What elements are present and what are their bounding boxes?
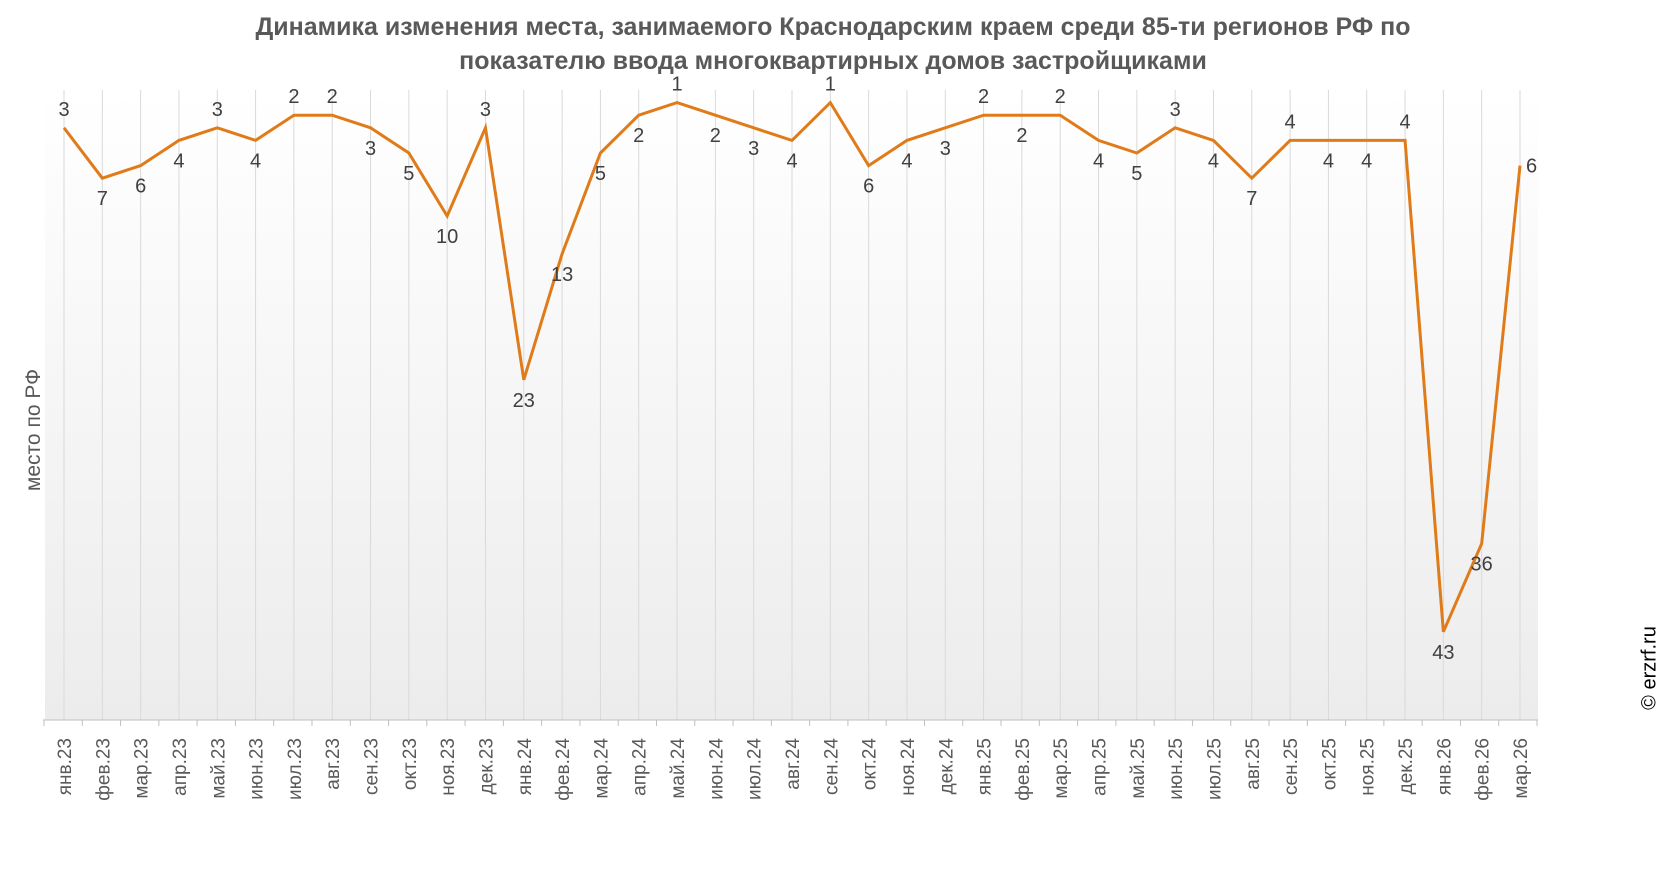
- x-tick-label: дек.25: [1396, 738, 1417, 794]
- data-label: 2: [710, 125, 721, 147]
- data-label: 2: [1055, 86, 1066, 108]
- data-label: 4: [901, 150, 912, 172]
- series-line-group: [62, 100, 1522, 633]
- data-label: 4: [173, 150, 184, 172]
- x-tick-label: июл.25: [1204, 738, 1225, 800]
- x-tick-label: янв.23: [55, 738, 76, 795]
- x-tick-label: окт.24: [860, 738, 881, 791]
- data-label: 5: [403, 163, 414, 185]
- x-tick-label: ноя.23: [438, 738, 459, 796]
- x-tick-label: авг.23: [323, 738, 344, 790]
- data-label: 5: [1131, 163, 1142, 185]
- x-tick-label: ноя.25: [1358, 738, 1379, 796]
- data-label: 3: [748, 138, 759, 160]
- x-tick-label: фев.26: [1473, 738, 1494, 801]
- x-tick-label: ноя.24: [898, 738, 919, 796]
- data-label: 4: [1399, 111, 1410, 133]
- data-label: 4: [1093, 150, 1104, 172]
- x-tick-label: янв.25: [975, 738, 996, 795]
- x-tick-label: мар.24: [591, 738, 612, 799]
- data-label: 7: [1246, 188, 1257, 210]
- data-label: 3: [212, 99, 223, 121]
- x-tick-label: мар.23: [132, 738, 153, 799]
- x-tick-label: фев.25: [1013, 738, 1034, 801]
- x-tick-label: апр.23: [170, 738, 191, 796]
- x-tick-label: мар.25: [1051, 738, 1072, 799]
- x-tick-label: июн.25: [1166, 738, 1187, 800]
- data-label: 3: [940, 138, 951, 160]
- data-label: 2: [288, 86, 299, 108]
- x-tick-label: сен.25: [1281, 738, 1302, 795]
- chart-title: Динамика изменения места, занимаемого Кр…: [0, 10, 1666, 78]
- x-tick-label: окт.23: [400, 738, 421, 790]
- x-tick-label: янв.24: [515, 738, 536, 796]
- x-tick-label: июл.24: [745, 738, 766, 800]
- data-label: 36: [1471, 554, 1493, 576]
- x-tick-label: авг.24: [783, 738, 804, 790]
- data-label: 5: [595, 163, 606, 185]
- data-label: 4: [1361, 150, 1372, 172]
- x-tick-label: май.23: [208, 738, 229, 799]
- x-tick-label: апр.25: [1090, 738, 1111, 796]
- data-label: 3: [480, 99, 491, 121]
- x-tick-label: дек.24: [936, 738, 957, 795]
- x-tick-label: авг.25: [1243, 738, 1264, 790]
- data-label: 7: [97, 188, 108, 210]
- x-tick-label: июн.24: [706, 738, 727, 800]
- grid-lines: [63, 90, 1521, 720]
- data-label: 6: [1526, 156, 1537, 178]
- data-label: 3: [1170, 99, 1181, 121]
- data-label: 4: [1323, 150, 1334, 172]
- x-tick-label: мар.26: [1511, 738, 1532, 799]
- x-tick-labels: янв.23 фев.23 мар.23 апр.23 май.23 июн.23 июл.…: [55, 738, 1532, 801]
- x-tick-label: апр.24: [630, 738, 651, 796]
- x-tick-label: окт.25: [1319, 738, 1340, 790]
- data-label: 1: [671, 74, 682, 96]
- data-label: 43: [1432, 642, 1454, 664]
- data-label: 6: [863, 176, 874, 198]
- x-tick-label: фев.23: [93, 738, 114, 801]
- data-label: 23: [513, 390, 535, 412]
- series-line: [62, 100, 1522, 633]
- data-label: 2: [978, 86, 989, 108]
- x-tick-label: июл.23: [285, 738, 306, 800]
- data-label: 4: [250, 150, 261, 172]
- data-label: 6: [135, 176, 146, 198]
- x-tick-label: янв.26: [1434, 738, 1455, 795]
- data-label: 4: [1285, 111, 1296, 133]
- data-label: 1: [825, 74, 836, 96]
- x-tick-label: сен.23: [362, 738, 383, 795]
- data-label: 4: [1208, 150, 1219, 172]
- chart-title-line1: Динамика изменения места, занимаемого Кр…: [255, 13, 1411, 41]
- data-label: 3: [58, 99, 69, 121]
- x-axis: [43, 719, 1538, 726]
- data-label: 4: [786, 150, 797, 172]
- data-label: 2: [633, 125, 644, 147]
- x-tick-label: май.24: [668, 738, 689, 799]
- x-tick-label: сен.24: [821, 738, 842, 795]
- x-tick-label: дек.23: [476, 738, 497, 794]
- x-tick-label: май.25: [1128, 738, 1149, 799]
- data-label: 3: [365, 138, 376, 160]
- data-label: 10: [436, 226, 458, 248]
- x-tick-label: фев.24: [553, 738, 574, 801]
- data-label: 2: [327, 86, 338, 108]
- data-label: 2: [1016, 125, 1027, 147]
- x-tick-label: июн.23: [247, 738, 268, 800]
- data-label: 13: [551, 264, 573, 286]
- chart-title-line2: показателю ввода многоквартирных домов з…: [459, 47, 1207, 75]
